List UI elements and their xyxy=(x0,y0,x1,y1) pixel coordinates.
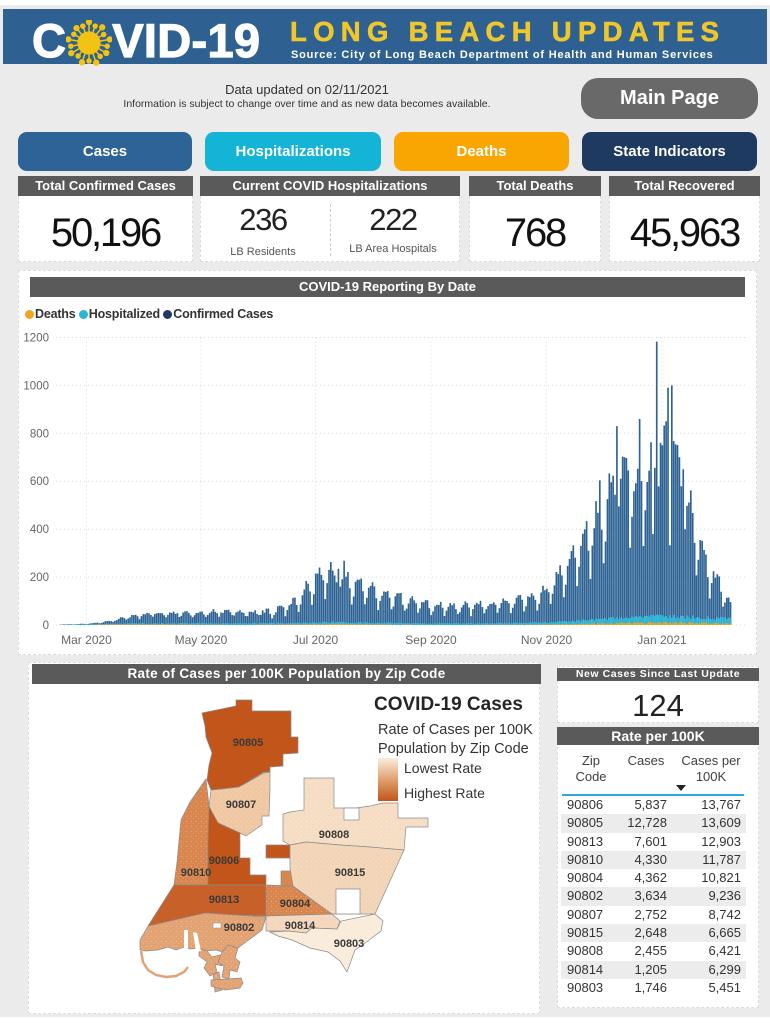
svg-text:1200: 1200 xyxy=(23,333,49,345)
svg-text:90807: 90807 xyxy=(226,799,257,811)
svg-text:90802: 90802 xyxy=(224,922,255,934)
svg-text:90815: 90815 xyxy=(335,867,366,879)
svg-text:Nov 2020: Nov 2020 xyxy=(521,633,573,647)
svg-text:90808: 90808 xyxy=(319,829,350,841)
svg-text:90814: 90814 xyxy=(285,920,316,932)
svg-text:1000: 1000 xyxy=(23,380,49,392)
svg-text:90813: 90813 xyxy=(209,894,240,906)
svg-text:90804: 90804 xyxy=(280,898,311,910)
svg-text:400: 400 xyxy=(30,524,49,536)
svg-text:90803: 90803 xyxy=(334,938,365,950)
svg-text:Jul 2020: Jul 2020 xyxy=(293,633,339,647)
svg-text:600: 600 xyxy=(30,476,49,488)
svg-text:May 2020: May 2020 xyxy=(175,633,228,647)
svg-text:800: 800 xyxy=(30,428,49,440)
svg-text:90810: 90810 xyxy=(181,867,212,879)
svg-text:Mar 2020: Mar 2020 xyxy=(61,633,112,647)
svg-text:90806: 90806 xyxy=(209,855,240,867)
svg-text:Jan 2021: Jan 2021 xyxy=(637,633,687,647)
svg-text:0: 0 xyxy=(43,620,49,632)
svg-text:200: 200 xyxy=(30,572,49,584)
svg-text:Sep 2020: Sep 2020 xyxy=(405,633,457,647)
svg-text:90805: 90805 xyxy=(233,737,264,749)
